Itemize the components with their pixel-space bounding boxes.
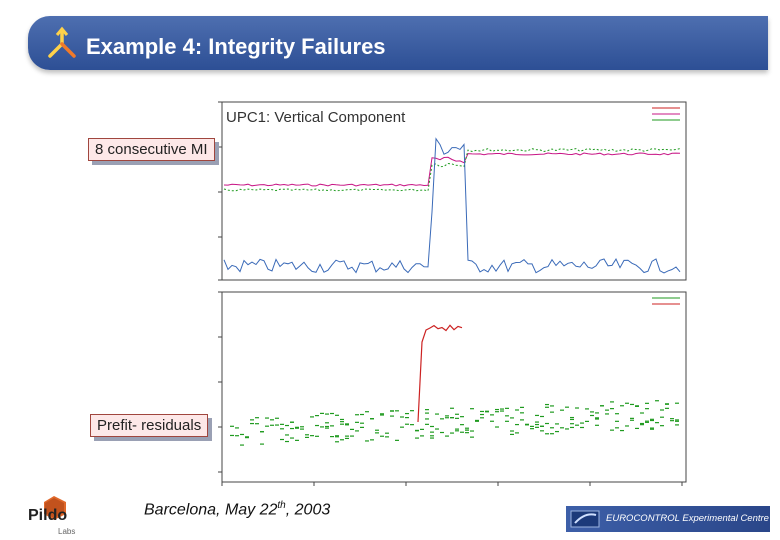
callout-consecutive-mi: 8 consecutive MI — [88, 138, 215, 161]
footer-prefix: Barcelona, May 22 — [144, 501, 278, 519]
slide-title: Example 4: Integrity Failures — [86, 34, 386, 59]
triangle-logo-icon — [48, 26, 76, 58]
upper-plot-frame — [221, 101, 687, 281]
footer-location-date: Barcelona, May 22th, 2003 — [144, 500, 330, 519]
upper-pink-series — [223, 152, 681, 187]
pildo-sub: Labs — [58, 527, 76, 536]
component-label: UPC1: Vertical Component — [226, 109, 406, 126]
lower-red-series — [417, 324, 463, 423]
footer-sup: th — [277, 500, 286, 511]
lower-plot-frame — [221, 291, 687, 483]
eurocontrol-logo-icon — [570, 510, 600, 528]
callout-prefit-residuals: Prefit- residuals — [90, 414, 209, 437]
org-label: EUROCONTROL Experimental Centre — [606, 513, 769, 524]
plot-panel — [182, 92, 702, 492]
upper-blue-series — [223, 137, 681, 274]
eurocontrol-banner — [566, 506, 770, 532]
footer-suffix: , 2003 — [285, 501, 331, 519]
pildo-name: Pildo — [28, 507, 68, 524]
plot-graphic — [218, 101, 687, 486]
pildo-cube-icon — [44, 496, 66, 520]
upper-green-series — [223, 148, 681, 192]
title-bar — [28, 16, 768, 70]
